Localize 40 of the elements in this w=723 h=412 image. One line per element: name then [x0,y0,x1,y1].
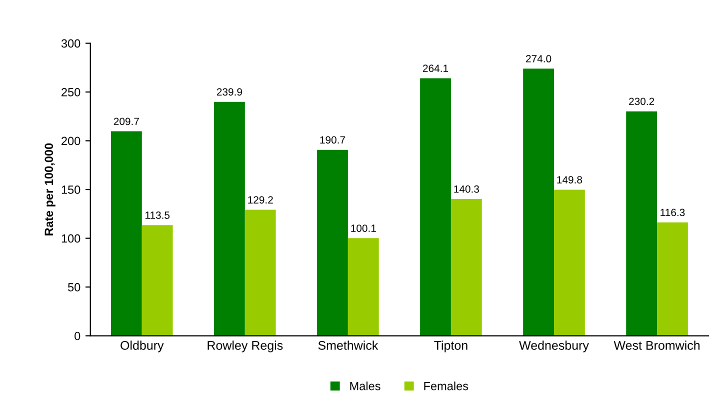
y-axis-title: Rate per 100,000 [44,143,56,236]
x-tick-label: West Bromwich [614,340,700,350]
data-label: 113.5 [145,212,170,219]
bar [142,225,173,336]
bar [420,78,451,336]
data-label: 140.3 [454,185,479,193]
y-tick-label: 150 [62,186,80,194]
x-tick-label: Smethwick [318,340,378,350]
y-tick-label: 250 [62,88,80,96]
bar [110,131,142,336]
x-tick-label: Rowley Regis [208,340,283,352]
bar [450,198,482,336]
y-tick-label: 200 [62,136,80,146]
x-tick-label: Tipton [434,340,468,352]
bar [554,190,585,336]
legend-label: Males [350,382,380,390]
data-label: 190.7 [320,136,345,144]
data-label: 264.1 [423,64,448,72]
bar [214,102,245,336]
data-label: 149.8 [557,176,582,184]
y-tick-label: 100 [62,234,80,243]
bar [657,222,688,336]
y-tick-label: 300 [61,39,80,48]
data-label: 100.1 [351,224,376,232]
bar [523,68,554,336]
data-label: 209.7 [114,118,139,126]
bar [348,238,379,336]
data-label: 116.3 [660,208,685,216]
y-tick-label: 0 [74,332,80,340]
data-label: 239.9 [216,88,242,96]
x-tick-label: Wednesbury [519,340,589,352]
data-label: 274.0 [526,55,552,62]
bar [244,210,276,336]
bar [626,111,658,336]
data-label: 129.2 [248,196,273,204]
y-tick-label: 50 [68,283,80,292]
legend-label: Females [424,382,468,390]
x-tick-label: Oldbury [120,340,164,352]
bar [317,150,348,336]
data-label: 230.2 [629,98,654,106]
